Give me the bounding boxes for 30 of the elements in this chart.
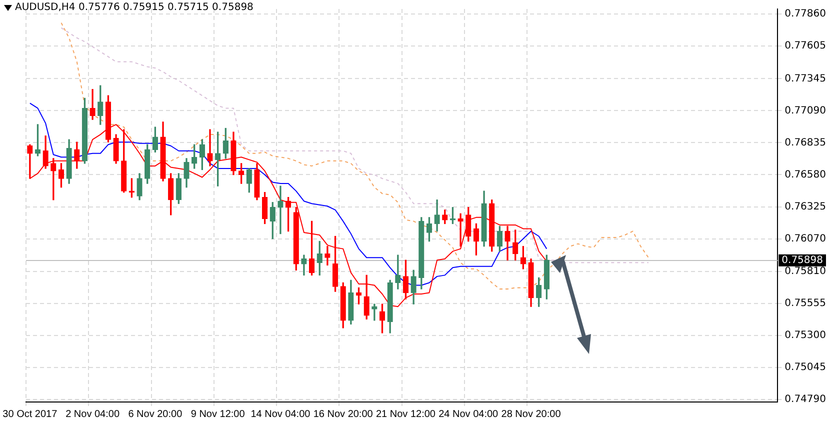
y-tick-label: 0.75810 (784, 266, 826, 278)
y-tick-label: 0.77345 (784, 73, 826, 84)
candlestick (324, 246, 330, 266)
y-tick-label: 0.77860 (784, 8, 826, 20)
y-tick-label: 0.74790 (784, 394, 826, 406)
y-tick-label: 0.77090 (784, 105, 826, 116)
y-tick-label: 0.75300 (784, 330, 826, 342)
y-tick-label: 0.75555 (784, 298, 826, 310)
x-tick-label: 21 Nov 12:00 (376, 408, 436, 420)
candlestick (458, 213, 464, 247)
x-tick-label: 6 Nov 20:00 (128, 408, 183, 420)
y-tick-label: 0.76835 (784, 137, 826, 148)
y-tick-label: 0.76070 (784, 233, 826, 244)
candlestick (207, 129, 213, 166)
x-tick-label: 28 Nov 20:00 (501, 408, 562, 420)
candlestick (90, 89, 96, 120)
x-tick-label: 30 Oct 2017 (2, 408, 58, 420)
candlestick (372, 304, 378, 321)
x-tick-label: 24 Nov 04:00 (438, 408, 499, 420)
x-tick-label: 14 Nov 04:00 (250, 408, 311, 420)
ref-line-label: 0.75898 (782, 254, 824, 266)
y-tick-label: 0.76325 (784, 201, 826, 212)
y-tick-label: 0.76580 (784, 169, 826, 180)
x-tick-label: 2 Nov 04:00 (66, 408, 120, 420)
chart-title: AUDUSD,H4 0.75776 0.75915 0.75715 0.75898 (15, 2, 254, 13)
x-tick-label: 16 Nov 20:00 (313, 408, 374, 420)
candlestick (278, 186, 284, 234)
y-tick-label: 0.77605 (784, 40, 826, 52)
y-tick-label: 0.75045 (784, 362, 826, 374)
x-tick-label: 9 Nov 12:00 (190, 408, 246, 420)
